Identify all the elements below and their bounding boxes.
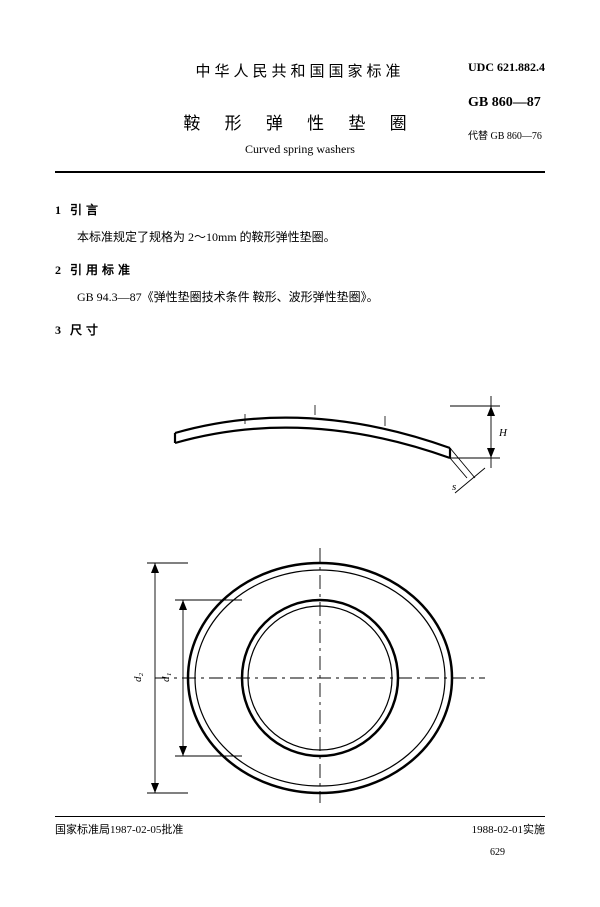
section-3: 3 尺寸 <box>55 321 545 338</box>
dim-d1-label: d₁ <box>160 673 172 683</box>
approval-date: 国家标准局1987-02-05批准 <box>55 821 183 837</box>
title-english: Curved spring washers <box>55 142 545 157</box>
dim-h-label: H <box>498 427 508 439</box>
section-3-num: 3 <box>55 323 61 337</box>
side-profile: H s <box>175 396 508 493</box>
technical-drawing: H s d₂ <box>55 348 545 808</box>
effective-date: 1988-02-01实施 <box>472 821 545 837</box>
gb-code: GB 860—87 <box>468 95 545 111</box>
replace-note: 代替 GB 860—76 <box>468 127 545 142</box>
header-divider <box>55 171 545 173</box>
page-number: 629 <box>55 847 545 858</box>
dim-d2-label: d₂ <box>132 673 144 683</box>
section-2-num: 2 <box>55 263 61 277</box>
footer-divider <box>55 816 545 817</box>
section-1-num: 1 <box>55 203 61 217</box>
udc-code: UDC 621.882.4 <box>468 60 545 75</box>
section-2: 2 引用标准 GB 94.3—87《弹性垫圈技术条件 鞍形、波形弹性垫圈》。 <box>55 261 545 305</box>
header-block: 中华人民共和国国家标准 鞍 形 弹 性 垫 圈 Curved spring wa… <box>55 60 545 157</box>
section-2-title: 引用标准 <box>70 263 134 277</box>
section-1-title: 引言 <box>70 203 102 217</box>
dim-s-label: s <box>452 481 456 493</box>
section-1-body: 本标准规定了规格为 2～10mm 的鞍形弹性垫圈。 <box>77 228 545 245</box>
washer-diagram-svg: H s d₂ <box>55 348 545 808</box>
section-1: 1 引言 本标准规定了规格为 2～10mm 的鞍形弹性垫圈。 <box>55 201 545 245</box>
footer-row: 国家标准局1987-02-05批准 1988-02-01实施 <box>55 821 545 837</box>
meta-right-block: UDC 621.882.4 GB 860—87 代替 GB 860—76 <box>468 60 545 142</box>
top-view: d₂ d₁ <box>132 548 485 803</box>
section-3-title: 尺寸 <box>70 323 102 337</box>
section-2-body: GB 94.3—87《弹性垫圈技术条件 鞍形、波形弹性垫圈》。 <box>77 288 545 305</box>
